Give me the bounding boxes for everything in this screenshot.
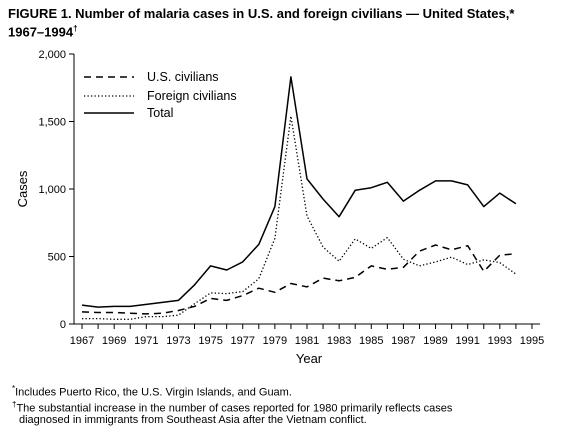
figure-title-line1: FIGURE 1. Number of malaria cases in U.S… — [8, 6, 515, 21]
series-line-foreign-civilians — [82, 115, 517, 320]
legend: U.S. civilians Foreign civilians Total — [84, 70, 237, 120]
x-tick-label: 1985 — [359, 335, 383, 347]
footnotes: *Includes Puerto Rico, the U.S. Virgin I… — [12, 383, 568, 426]
y-tick-label: 2,000 — [38, 49, 66, 61]
x-axis-label: Year — [296, 351, 323, 366]
x-tick-label: 1969 — [102, 335, 126, 347]
y-axis-label: Cases — [15, 170, 30, 207]
x-tick-label: 1975 — [198, 335, 222, 347]
series-layer — [81, 76, 517, 320]
x-tick-label: 1979 — [263, 335, 287, 347]
figure-title-mark: † — [73, 24, 78, 33]
x-tick-label: 1973 — [166, 335, 190, 347]
y-tick-label: 0 — [60, 319, 66, 331]
ticks: 0 500 1,000 1,500 2,000 1967 1969 1971 1973 1975 1… — [38, 49, 544, 347]
legend-label-u-s-civilians: U.S. civilians — [147, 70, 219, 84]
x-tick-label: 1983 — [327, 335, 351, 347]
figure-title-line2: 1967–1994 — [8, 24, 74, 40]
x-tick-label: 1971 — [134, 335, 158, 347]
x-tick-label: 1967 — [70, 335, 94, 347]
footnote-2-mark: † — [12, 399, 17, 409]
y-tick-label: 500 — [48, 252, 66, 264]
figure-title: FIGURE 1. Number of malaria cases in U.S… — [8, 6, 568, 39]
footnote-2: †The substantial increase in the number … — [12, 399, 568, 427]
footnote-1-mark: * — [12, 384, 16, 393]
footnote-2-text: The substantial increase in the number o… — [16, 402, 453, 415]
x-tick-label: 1987 — [391, 335, 415, 347]
x-tick-label: 1991 — [455, 335, 479, 347]
x-tick-label: 1993 — [488, 335, 512, 347]
y-tick-label: 1,000 — [38, 184, 66, 196]
footnote-1: *Includes Puerto Rico, the U.S. Virgin I… — [12, 383, 568, 399]
footnote-1-text: Includes Puerto Rico, the U.S. Virgin Is… — [15, 386, 292, 399]
series-line-u-s-civilians — [81, 244, 516, 315]
footnote-2-text-line2: diagnosed in immigrants from Southeast A… — [19, 414, 367, 427]
x-tick-label: 1995 — [520, 335, 544, 347]
x-tick-label: 1981 — [295, 335, 319, 347]
x-tick-label: 1989 — [423, 335, 447, 347]
y-tick-label: 1,500 — [38, 117, 66, 129]
legend-label-total: Total — [147, 106, 173, 120]
x-tick-label: 1977 — [230, 335, 254, 347]
series-line-total — [81, 76, 517, 308]
legend-label-foreign-civilians: Foreign civilians — [147, 89, 237, 103]
